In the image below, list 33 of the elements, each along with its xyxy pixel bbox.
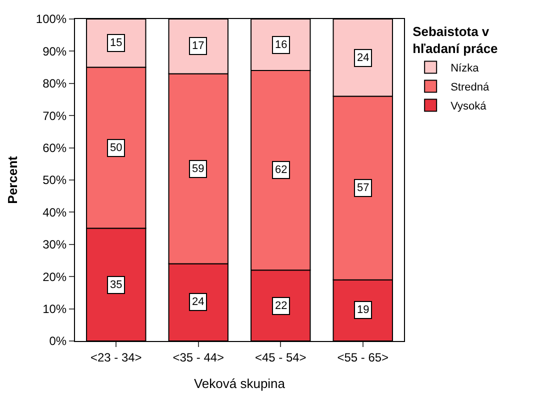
y-tick-label: 30%: [42, 238, 67, 252]
legend-label: Stredná: [450, 82, 490, 94]
data-label: 16: [275, 39, 288, 51]
legend-title: Sebaistota v hľadaní práce: [412, 24, 498, 56]
legend-label: Nízka: [450, 62, 480, 75]
y-tick-label: 10%: [42, 302, 67, 316]
y-tick-label: 50%: [42, 173, 67, 188]
y-axis-title: Percent: [4, 155, 20, 204]
y-tick-label: 80%: [42, 76, 67, 91]
data-label: 57: [357, 182, 370, 194]
data-label: 19: [357, 304, 370, 316]
data-label: 24: [357, 52, 370, 64]
data-label: 59: [192, 163, 204, 175]
x-tick-label: <23 - 34>: [90, 350, 142, 364]
y-tick-label: 90%: [42, 44, 67, 58]
data-label: 15: [110, 37, 122, 49]
legend-label: Vysoká: [450, 100, 488, 113]
x-axis-title: Veková skupina: [194, 376, 286, 391]
data-label: 50: [110, 142, 122, 154]
x-tick-label: <55 - 65>: [337, 350, 389, 364]
y-tick-label: 100%: [36, 12, 67, 26]
data-label: 17: [192, 40, 204, 52]
data-label: 62: [275, 164, 288, 176]
y-tick-label: 60%: [42, 141, 67, 155]
data-label: 24: [192, 296, 204, 308]
data-label: 22: [275, 300, 288, 312]
y-tick-label: 20%: [42, 270, 67, 284]
x-tick-label: <35 - 44>: [172, 350, 224, 364]
x-tick-label: <45 - 54>: [254, 350, 306, 364]
y-tick-label: 40%: [42, 205, 67, 220]
y-tick-label: 70%: [42, 108, 67, 123]
y-tick-label: 0%: [49, 334, 67, 348]
data-label: 35: [110, 279, 122, 291]
